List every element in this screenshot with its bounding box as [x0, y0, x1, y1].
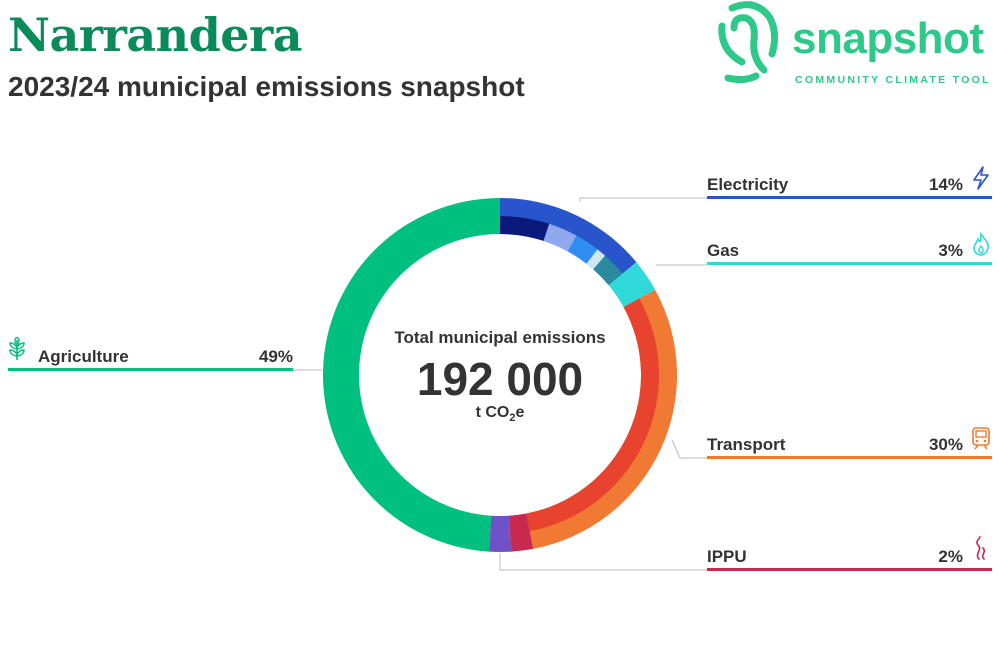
- legend-underline-ippu: [707, 568, 992, 571]
- lightning-icon: [973, 166, 989, 190]
- leader-line-transport: [671, 439, 707, 459]
- total-unit: t CO2e: [475, 404, 525, 425]
- donut-slice-transport: [526, 289, 677, 549]
- logo-wordmark: snapshot: [792, 14, 984, 63]
- legend-label-agriculture: Agriculture: [38, 347, 129, 366]
- logo-tagline: COMMUNITY CLIMATE TOOL: [795, 74, 991, 86]
- donut-subslice-electricity-3: [586, 249, 606, 270]
- donut-slice-ippu-extra-0: [488, 515, 512, 552]
- train-icon: [972, 427, 990, 450]
- legend-underline-electricity: [707, 196, 992, 199]
- page-title: Narrandera: [8, 8, 303, 62]
- legend-label-electricity: Electricity: [707, 175, 789, 194]
- legend-pct-agriculture: 49%: [258, 347, 293, 366]
- donut-slice-ippu: [508, 513, 534, 552]
- wheat-icon: [9, 337, 25, 360]
- page-subtitle: 2023/24 municipal emissions snapshot: [8, 71, 525, 102]
- total-value: 192 000: [416, 353, 584, 405]
- flame-icon: [973, 232, 989, 256]
- leader-line-electricity: [579, 197, 707, 202]
- legend-underline-transport: [707, 456, 992, 459]
- legend-pct-electricity: 14%: [928, 175, 963, 194]
- legend-underline-agriculture: [8, 368, 293, 371]
- legend-pct-transport: 30%: [928, 435, 963, 454]
- leader-line-ippu: [499, 553, 707, 571]
- donut-subslice-electricity-2: [567, 235, 598, 264]
- legend-pct-gas: 3%: [938, 241, 963, 260]
- donut-slice-agriculture: [323, 198, 500, 552]
- legend-label-transport: Transport: [707, 435, 786, 454]
- donut-slice-gas: [608, 262, 656, 308]
- legend-underline-gas: [707, 262, 992, 265]
- fingerprint-icon: [718, 1, 779, 84]
- snapshot-logo[interactable]: snapshot COMMUNITY CLIMATE TOOL: [712, 0, 1000, 90]
- donut-subslice-transport-0: [526, 298, 659, 532]
- legend-label-ippu: IPPU: [707, 547, 747, 566]
- legend-label-gas: Gas: [707, 241, 740, 260]
- legend-pct-ippu: 2%: [938, 547, 963, 566]
- donut-subslice-electricity-4: [593, 255, 623, 286]
- smoke-icon: [976, 536, 986, 560]
- donut-subslice-electricity-0: [500, 216, 550, 241]
- donut-subslice-electricity-1: [543, 223, 577, 252]
- total-label: Total municipal emissions: [394, 328, 606, 347]
